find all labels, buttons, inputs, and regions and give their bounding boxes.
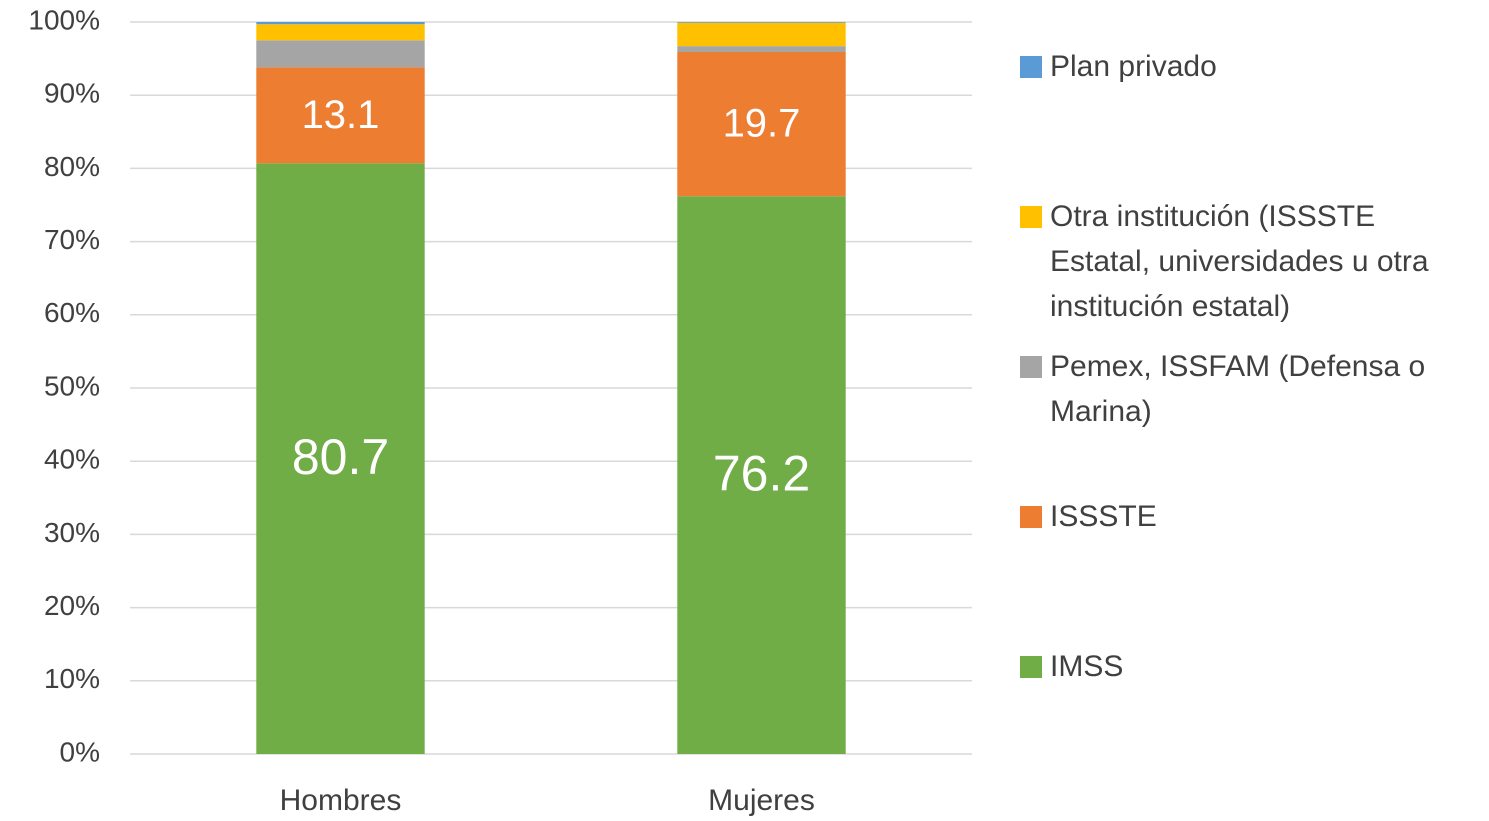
legend-item: Pemex, ISSFAM (Defensa o Marina) xyxy=(1020,344,1470,434)
bar-segment xyxy=(677,22,846,23)
y-tick-label: 60% xyxy=(44,297,100,328)
y-tick-label: 50% xyxy=(44,370,100,401)
legend-swatch xyxy=(1020,656,1042,678)
bar-segment xyxy=(677,22,846,47)
legend-swatch xyxy=(1020,56,1042,78)
legend-swatch xyxy=(1020,206,1042,228)
y-tick-label: 20% xyxy=(44,590,100,621)
data-label: 80.7 xyxy=(292,429,389,485)
bar-segment xyxy=(677,196,846,754)
data-label: 76.2 xyxy=(713,445,810,501)
legend-item: IMSS xyxy=(1020,644,1470,689)
y-tick-label: 10% xyxy=(44,663,100,694)
x-tick-label: Hombres xyxy=(280,784,402,817)
y-tick-label: 70% xyxy=(44,224,100,255)
y-tick-label: 80% xyxy=(44,151,100,182)
bar-segment xyxy=(256,40,425,68)
y-tick-label: 40% xyxy=(44,444,100,475)
legend-item: ISSSTE xyxy=(1020,494,1470,539)
data-label: 19.7 xyxy=(723,102,801,146)
y-tick-label: 0% xyxy=(60,736,100,767)
x-tick-label: Mujeres xyxy=(708,784,815,817)
bar-segment xyxy=(256,24,425,41)
bar-segment xyxy=(256,67,425,164)
bar-segment xyxy=(677,52,846,197)
legend-label: ISSSTE xyxy=(1050,500,1157,533)
legend-label: Pemex, ISSFAM (Defensa o Marina) xyxy=(1050,350,1426,428)
bar-segment xyxy=(256,22,425,25)
y-tick-label: 100% xyxy=(28,4,100,35)
data-label: 13.1 xyxy=(302,93,380,137)
bar-segment xyxy=(256,163,425,754)
legend-label: Plan privado xyxy=(1050,50,1217,83)
legend-item: Otra institución (ISSSTE Estatal, univer… xyxy=(1020,194,1470,329)
legend-label: IMSS xyxy=(1050,650,1124,683)
legend-swatch xyxy=(1020,356,1042,378)
y-tick-label: 30% xyxy=(44,517,100,548)
bar-segment xyxy=(677,46,846,53)
y-tick-label: 90% xyxy=(44,78,100,109)
legend-label: Otra institución (ISSSTE Estatal, univer… xyxy=(1050,200,1429,323)
legend-item: Plan privado xyxy=(1020,44,1470,89)
legend-swatch xyxy=(1020,506,1042,528)
